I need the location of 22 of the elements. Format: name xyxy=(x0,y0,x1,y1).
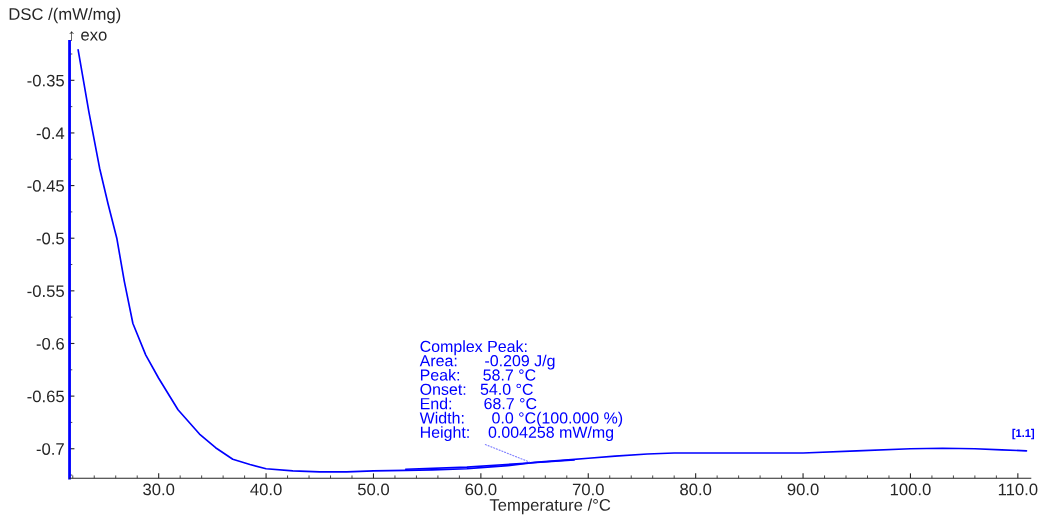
x-tick-label: 30.0 xyxy=(143,483,175,496)
annotation: Complex Peak: Area: -0.209 J/g Peak: 58.7 °C Onset: 54.0 °C End: 68.7 °C Width: 0.0 °C(100.000 %) Height: 0.004258 mW/mg xyxy=(419,340,623,442)
x-tick-label: 90.0 xyxy=(787,483,819,496)
x-axis-title: Temperature /°C xyxy=(489,498,611,515)
y-tick-label: -0.4 xyxy=(36,127,65,140)
text: ↑ exo xyxy=(69,31,107,42)
x-tick-label: 40.0 xyxy=(250,483,282,496)
y-tick-label: -0.6 xyxy=(36,337,64,350)
y-tick-label: -0.55 xyxy=(27,285,64,298)
annotation: [1.1] xyxy=(1012,428,1035,440)
x-tick-label: 100.0 xyxy=(890,483,931,496)
y-tick-label: -0.5 xyxy=(36,232,64,245)
x-tick-label: 50.0 xyxy=(357,483,390,496)
y-tick-label: -0.35 xyxy=(27,74,64,87)
y-tick-label: -0.45 xyxy=(27,179,64,192)
x-tick-label: 60.0 xyxy=(465,483,497,496)
y-tick-label: -0.7 xyxy=(36,443,64,455)
x-tick-label: 80.0 xyxy=(680,483,712,496)
x-tick-label: 110.0 xyxy=(998,483,1038,496)
y-axis-title: DSC /(mW/mg) xyxy=(9,7,121,24)
y-tick-label: -0.65 xyxy=(27,390,64,403)
x-tick-label: 70.0 xyxy=(572,483,604,496)
